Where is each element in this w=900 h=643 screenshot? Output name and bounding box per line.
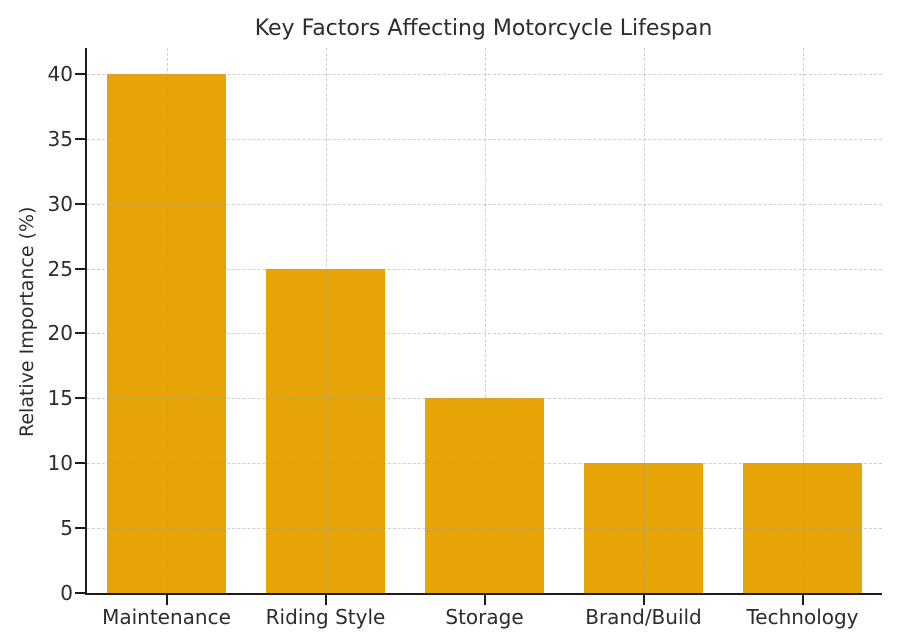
y-tick-label: 10 — [47, 451, 73, 476]
y-tick-mark — [75, 462, 85, 465]
chart-title: Key Factors Affecting Motorcycle Lifespa… — [254, 16, 713, 41]
y-tick-mark — [75, 137, 85, 140]
y-tick-mark — [75, 72, 85, 75]
x-tick-label: Maintenance — [102, 605, 231, 629]
plot-area: 0 5 10 15 20 25 30 35 40 Maintenance Riding Style S… — [48, 48, 882, 629]
x-tick-mark — [165, 595, 168, 605]
x-tick-label: Brand/Build — [585, 605, 702, 629]
y-tick-mark — [75, 202, 85, 205]
y-tick-label: 35 — [47, 126, 73, 151]
y-tick-label: 0 — [60, 581, 73, 605]
x-tick-label: Storage — [445, 605, 524, 629]
x-tick-mark — [483, 595, 486, 605]
bar — [583, 463, 704, 593]
y-tick-label: 30 — [47, 191, 73, 216]
y-tick-label: 5 — [60, 516, 73, 541]
y-tick-label: 15 — [47, 386, 73, 411]
y-tick-label: 25 — [47, 256, 73, 281]
x-tick-mark — [324, 595, 327, 605]
bar — [742, 463, 863, 593]
bar — [265, 268, 386, 593]
y-tick-label: 40 — [47, 61, 73, 86]
x-tick-mark — [801, 595, 804, 605]
y-tick-label: 20 — [47, 321, 73, 346]
y-tick-mark — [75, 397, 85, 400]
bar — [424, 398, 545, 593]
x-tick-label: Technology — [746, 605, 859, 629]
y-tick-mark — [75, 527, 85, 530]
x-tick-label: Riding Style — [265, 605, 386, 629]
y-tick-mark — [75, 267, 85, 270]
x-tick-mark — [642, 595, 645, 605]
bar — [106, 73, 227, 593]
y-tick-mark — [75, 592, 85, 594]
y-tick-mark — [75, 332, 85, 335]
